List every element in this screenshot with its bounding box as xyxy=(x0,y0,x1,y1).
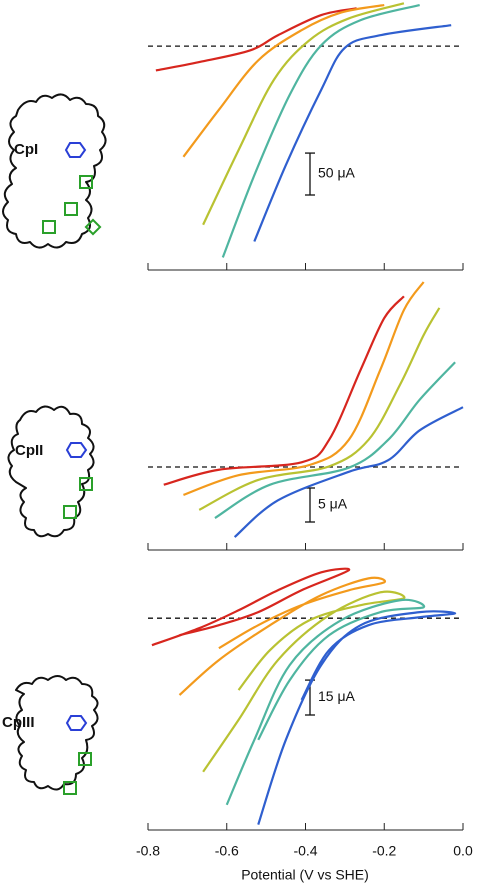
x-tick-label: -0.2 xyxy=(372,843,396,859)
trace xyxy=(214,361,456,519)
trace xyxy=(221,3,420,258)
protein-label: CpII xyxy=(15,442,43,459)
x-tick-label: -0.6 xyxy=(215,843,239,859)
trace xyxy=(151,567,351,647)
trace xyxy=(202,2,405,226)
x-tick-label: -0.4 xyxy=(293,843,317,859)
trace xyxy=(253,24,452,242)
protein-cartoon xyxy=(7,405,95,538)
scale-bar-label: 5 μA xyxy=(318,496,348,512)
trace xyxy=(202,590,406,773)
scale-bar-label: 50 μA xyxy=(318,165,356,181)
trace xyxy=(183,281,425,496)
trace xyxy=(182,3,385,158)
trace xyxy=(225,598,426,806)
protein-cartoon xyxy=(15,675,99,795)
trace xyxy=(155,7,357,72)
trace xyxy=(178,576,387,696)
x-tick-label: 0.0 xyxy=(453,843,473,859)
protein-cartoon xyxy=(2,93,107,249)
trace xyxy=(198,307,441,511)
protein-label: CpI xyxy=(14,141,38,158)
x-axis-label: Potential (V vs SHE) xyxy=(241,867,369,883)
scale-bar-label: 15 μA xyxy=(318,688,356,704)
trace xyxy=(233,406,464,538)
trace xyxy=(257,610,457,825)
x-tick-label: -0.8 xyxy=(136,843,160,859)
protein-label: CpIII xyxy=(2,714,35,731)
trace xyxy=(163,295,405,486)
